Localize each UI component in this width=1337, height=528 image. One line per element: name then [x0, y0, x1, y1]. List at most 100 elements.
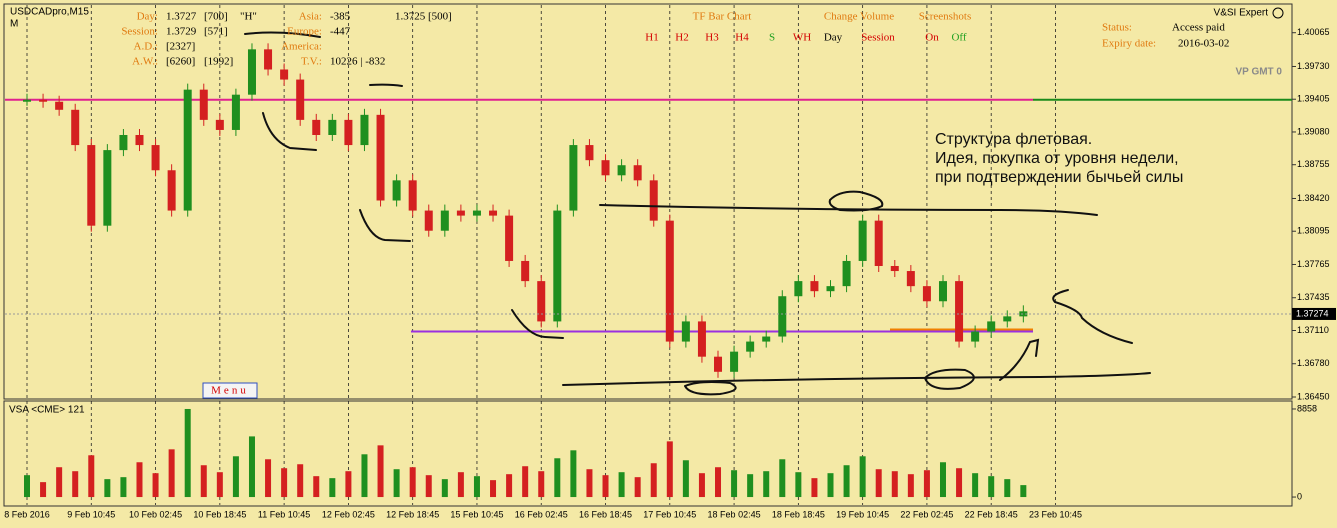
candle — [665, 220, 674, 342]
candle — [472, 210, 481, 216]
volume-bar — [731, 470, 738, 498]
expiry-value: 2016-03-02 — [1178, 38, 1229, 50]
x-tick-label: 9 Feb 10:45 — [67, 509, 115, 519]
volume-bar — [473, 476, 480, 498]
button[interactable]: H2 — [675, 32, 688, 44]
button[interactable]: WH — [793, 32, 811, 44]
menu-label[interactable]: Menu — [211, 385, 249, 397]
volume-bar — [168, 449, 175, 498]
button[interactable]: H4 — [735, 32, 749, 44]
candle — [39, 99, 48, 102]
candle — [87, 145, 96, 226]
volume-bar — [184, 408, 191, 498]
y-tick-label: 8858 — [1297, 403, 1317, 413]
ink-line — [999, 338, 1040, 381]
volume-bar — [827, 473, 834, 498]
volume-bar — [232, 456, 239, 498]
candle — [119, 134, 128, 151]
y-tick-label: 1.36780 — [1297, 358, 1330, 368]
label: A.W.: — [132, 56, 158, 68]
candle — [906, 271, 915, 287]
y-tick-label: 1.38095 — [1297, 226, 1330, 236]
candle — [633, 165, 642, 181]
value: 10226 | -832 — [330, 56, 385, 68]
ink-line — [599, 204, 1098, 216]
cv-title: Change Volume — [824, 11, 894, 23]
candle — [456, 210, 465, 216]
volume-bar — [763, 471, 770, 498]
y-tick-label: 1.38420 — [1297, 193, 1330, 203]
candle — [424, 210, 433, 231]
candle — [264, 49, 273, 70]
ink-line — [511, 309, 564, 339]
y-tick-label: 1.40065 — [1297, 27, 1330, 37]
candle — [489, 210, 498, 216]
button[interactable]: Session — [861, 32, 895, 44]
button[interactable]: On — [925, 32, 939, 44]
candle — [23, 99, 31, 102]
candle — [440, 210, 449, 231]
ss-title: Screenshots — [919, 11, 972, 23]
button[interactable]: S — [769, 32, 775, 44]
ink-line — [1052, 289, 1133, 344]
value: -447 — [330, 26, 351, 38]
candle — [167, 170, 176, 211]
candle — [1003, 316, 1012, 322]
candle — [55, 101, 64, 110]
x-tick-label: 16 Feb 02:45 — [515, 509, 568, 519]
x-tick-label: 10 Feb 02:45 — [129, 509, 182, 519]
annotation: Структура флетовая. — [935, 131, 1092, 148]
volume-bar — [988, 476, 995, 498]
candle — [890, 265, 899, 272]
value: [2327] — [166, 41, 195, 53]
button[interactable]: H1 — [645, 32, 658, 44]
candle — [247, 49, 256, 95]
candle — [103, 150, 112, 226]
volume-bar — [779, 459, 786, 498]
button[interactable]: H3 — [705, 32, 719, 44]
volume-bar — [859, 456, 866, 498]
candle — [649, 180, 658, 221]
x-tick-label: 12 Feb 02:45 — [322, 509, 375, 519]
volume-bar — [361, 454, 368, 498]
x-tick-label: 8 Feb 2016 — [4, 509, 50, 519]
volume-bar — [795, 472, 802, 498]
y-tick-label: 1.39080 — [1297, 126, 1330, 136]
tf-buttons: H1 H2 H3 H4 S WH — [645, 32, 811, 44]
volume-bar — [506, 474, 513, 498]
candle — [183, 89, 192, 211]
candle — [955, 281, 964, 342]
volume-bar — [602, 475, 609, 498]
volume-bar — [313, 476, 320, 498]
button[interactable]: Off — [951, 32, 966, 44]
candle — [1019, 311, 1028, 317]
ink-line — [244, 31, 321, 38]
volume-label: VSA <CME> 121 — [9, 405, 85, 416]
volume-bar — [297, 464, 304, 498]
candle — [312, 119, 321, 135]
candle — [215, 119, 224, 130]
candle — [601, 160, 610, 176]
y-tick-label: 1.39730 — [1297, 61, 1330, 71]
menu-button[interactable] — [202, 382, 258, 399]
volume-bar — [923, 470, 930, 498]
ink-line — [562, 372, 1151, 386]
candle — [408, 180, 417, 211]
symbol: USDCADpro,M15 — [10, 7, 89, 18]
candle — [360, 114, 369, 146]
ink-line — [828, 190, 884, 212]
volume-bar — [682, 460, 689, 498]
candle — [810, 281, 819, 292]
y-tick-label: 1.37435 — [1297, 292, 1330, 302]
candle — [714, 356, 723, 372]
grid: 1.40065 1.39730 1.39405 1.39080 1.38755 1.384… — [4, 5, 1330, 519]
x-tick-label: 12 Feb 18:45 — [386, 509, 439, 519]
candle — [585, 145, 594, 161]
volume-bar — [377, 445, 384, 498]
button[interactable]: Day — [824, 32, 843, 44]
candle — [826, 286, 835, 292]
volume-bar — [538, 471, 545, 498]
volume-bar — [972, 473, 979, 498]
volume-bar — [40, 482, 47, 498]
